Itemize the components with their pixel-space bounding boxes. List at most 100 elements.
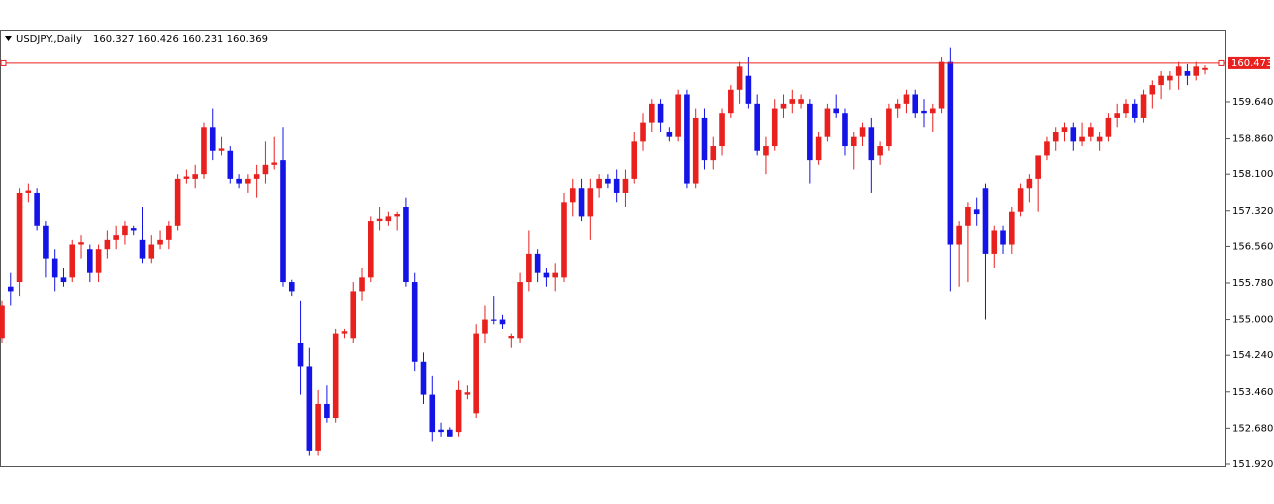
candle-body <box>482 319 488 334</box>
candle-body <box>561 202 567 278</box>
candle-body <box>710 146 717 161</box>
candle-body <box>824 108 831 137</box>
candle-body <box>95 249 102 273</box>
candle-body <box>692 117 699 184</box>
candle-body <box>631 141 638 179</box>
candle-body <box>508 335 515 339</box>
candle-body <box>815 136 822 161</box>
y-tick-label: 157.320 <box>1232 206 1273 217</box>
candle-body <box>1131 103 1138 118</box>
candle-body <box>1140 94 1147 118</box>
candle-body <box>886 108 892 147</box>
candle-body <box>877 146 883 156</box>
candle-body <box>771 108 778 147</box>
candle-body <box>16 192 23 283</box>
y-tick-label: 156.560 <box>1232 241 1273 252</box>
price-label: 160.473 <box>1231 58 1272 69</box>
candle-body <box>174 178 181 226</box>
candle-body <box>490 319 497 321</box>
candle-body <box>368 221 374 278</box>
candle-body <box>297 343 304 367</box>
candle-body <box>236 178 242 184</box>
candle-body <box>201 127 207 175</box>
candle-body <box>403 207 409 283</box>
price-label-box <box>1228 56 1270 69</box>
candle-body <box>1123 103 1129 114</box>
plot-frame <box>0 30 1226 467</box>
candle-body <box>543 272 550 278</box>
candle-body <box>921 110 927 114</box>
candle-body <box>376 218 383 222</box>
candle-body <box>1061 127 1068 132</box>
candle-body <box>25 190 32 193</box>
candle-body <box>569 188 576 203</box>
candle-body <box>122 225 128 236</box>
candle-body <box>394 214 400 217</box>
symbol-menu-arrow <box>5 36 12 41</box>
candle-body <box>139 239 146 259</box>
candle-body <box>288 282 295 292</box>
candle-body <box>1070 127 1077 142</box>
candle-body <box>0 305 5 339</box>
candle-body <box>754 103 760 151</box>
candle-body <box>1193 66 1200 76</box>
y-tick-label: 155.780 <box>1232 278 1273 289</box>
candle-body <box>657 103 664 123</box>
candle-body <box>982 188 989 254</box>
candle-body <box>148 244 155 259</box>
ohlc-readout: 160.327 160.426 160.231 160.369 <box>93 34 268 45</box>
candle-body <box>1079 136 1085 142</box>
candle-body <box>640 122 646 142</box>
candle-body <box>648 103 655 123</box>
candle-body <box>947 61 954 245</box>
candle-body <box>534 253 541 273</box>
candle-body <box>894 103 901 109</box>
candle-body <box>359 277 365 292</box>
candle-body <box>1202 67 1208 70</box>
candle-body <box>1044 141 1050 156</box>
candle-body <box>798 99 804 104</box>
price-line-handle <box>1218 59 1225 66</box>
candle-body <box>842 113 848 147</box>
y-tick-label: 153.460 <box>1232 387 1273 398</box>
candle-body <box>218 148 225 151</box>
candle-body <box>1149 85 1156 95</box>
candle-body <box>736 66 743 90</box>
candle-body <box>51 258 58 278</box>
candle-body <box>1052 131 1059 142</box>
candle-body <box>7 286 14 292</box>
candle-body <box>912 94 919 114</box>
candle-body <box>43 225 49 259</box>
candle-body <box>605 178 611 184</box>
candle-body <box>868 127 875 161</box>
candle-body <box>473 333 479 414</box>
candle-body <box>745 75 752 104</box>
candle-body <box>1105 117 1112 137</box>
candle-body <box>1000 230 1006 245</box>
y-tick-label: 158.860 <box>1232 134 1273 145</box>
candle-body <box>1009 211 1015 245</box>
candle-body <box>438 429 444 433</box>
candle-body <box>1114 113 1120 118</box>
candle-body <box>166 225 172 240</box>
candle-body <box>1026 178 1033 189</box>
candle-body <box>1088 127 1094 137</box>
candle-body <box>429 394 436 433</box>
candle-body <box>1096 136 1103 142</box>
candles <box>0 47 1208 456</box>
y-tick-label: 155.000 <box>1232 315 1273 326</box>
candle-body <box>271 162 278 165</box>
candle-body <box>596 178 602 189</box>
candle-body <box>956 225 962 245</box>
candle-body <box>34 192 40 226</box>
candle-body <box>666 131 673 137</box>
candle-body <box>499 319 506 325</box>
candle-body <box>157 239 163 245</box>
price-line-handle <box>0 59 7 66</box>
candle-body <box>578 188 585 217</box>
candle-body <box>209 127 216 151</box>
candle-body <box>253 174 260 179</box>
candle-body <box>526 253 532 283</box>
candle-body <box>183 176 190 179</box>
